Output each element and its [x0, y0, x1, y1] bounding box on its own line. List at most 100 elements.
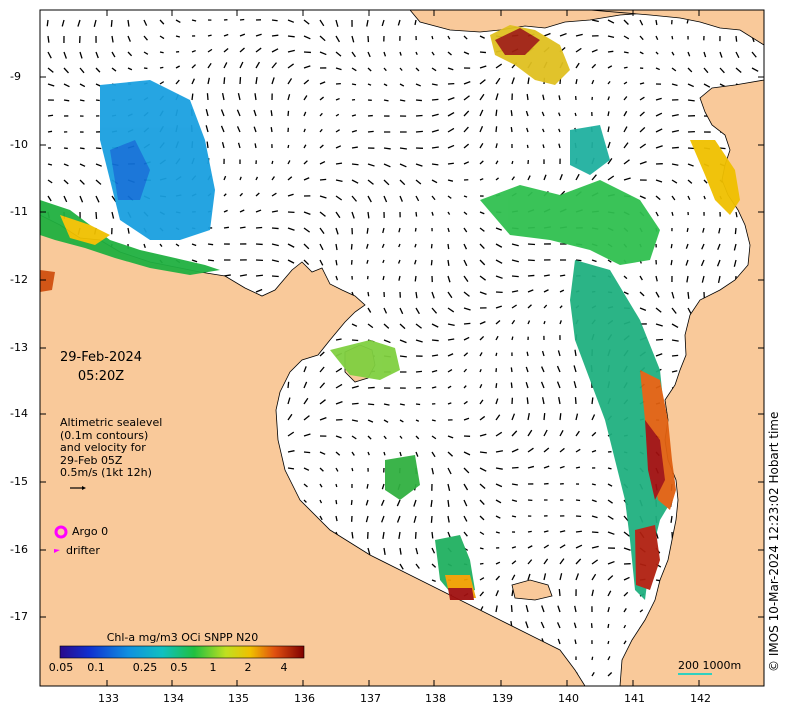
velocity-arrow: [223, 77, 226, 85]
drifter-label: drifter: [66, 544, 100, 557]
velocity-arrow: [383, 435, 387, 440]
velocity-arrow: [573, 381, 577, 389]
velocity-arrow: [510, 382, 513, 389]
velocity-arrow: [351, 35, 355, 43]
velocity-arrow: [495, 398, 499, 405]
velocity-arrow: [463, 307, 471, 311]
velocity-arrow: [287, 450, 295, 453]
velocity-arrow: [430, 259, 433, 266]
velocity-arrow: [319, 160, 326, 165]
velocity-arrow: [655, 323, 663, 327]
velocity-arrow: [591, 19, 599, 23]
velocity-arrow: [591, 174, 597, 181]
velocity-arrow: [351, 179, 359, 184]
velocity-arrow: [733, 259, 737, 267]
velocity-arrow: [479, 142, 484, 149]
velocity-arrow: [479, 451, 487, 454]
velocity-arrow: [415, 130, 423, 133]
velocity-arrow: [351, 129, 358, 133]
velocity-arrow: [655, 291, 660, 298]
velocity-arrow: [591, 515, 598, 519]
velocity-arrow: [415, 163, 423, 167]
velocity-arrow: [511, 275, 519, 278]
velocity-arrow: [415, 339, 423, 343]
velocity-arrow: [543, 447, 550, 453]
velocity-arrow: [558, 397, 561, 405]
longitude-tick-label: 139: [492, 692, 513, 705]
velocity-arrow: [223, 193, 227, 197]
velocity-arrow: [541, 397, 545, 405]
velocity-arrow: [255, 192, 260, 197]
velocity-arrow: [367, 130, 374, 133]
velocity-arrow: [479, 515, 485, 521]
colorbar-tick: 0.05: [48, 661, 74, 674]
velocity-arrow: [287, 431, 295, 437]
velocity-arrow: [431, 291, 435, 299]
velocity-arrow: [447, 369, 453, 373]
velocity-arrow: [511, 466, 519, 469]
velocity-arrow: [671, 195, 676, 201]
velocity-arrow: [367, 386, 375, 389]
velocity-arrow: [397, 259, 401, 264]
velocity-arrow: [447, 402, 452, 405]
velocity-arrow: [623, 19, 629, 25]
velocity-arrow: [447, 111, 455, 117]
velocity-arrow: [223, 62, 228, 69]
velocity-arrow: [527, 243, 536, 246]
velocity-arrow: [111, 35, 114, 43]
velocity-arrow: [607, 65, 613, 69]
velocity-arrow: [591, 79, 595, 85]
velocity-arrow: [413, 515, 417, 523]
velocity-arrow: [303, 499, 307, 503]
velocity-arrow: [366, 227, 369, 234]
velocity-arrow: [366, 19, 369, 27]
velocity-arrow: [447, 51, 452, 56]
velocity-arrow: [735, 35, 738, 42]
velocity-arrow: [671, 179, 678, 184]
velocity-arrow: [703, 179, 708, 184]
land-mornington: [511, 579, 553, 601]
velocity-arrow: [639, 609, 644, 613]
velocity-arrow: [735, 67, 742, 73]
latitude-tick-label: -16: [10, 543, 28, 556]
velocity-arrow: [479, 399, 484, 405]
velocity-arrow: [575, 47, 582, 53]
velocity-arrow: [511, 304, 517, 309]
velocity-arrow: [479, 93, 485, 101]
velocity-arrow: [639, 307, 647, 311]
velocity-arrow: [719, 67, 725, 74]
velocity-arrow: [479, 211, 485, 215]
velocity-arrow: [526, 144, 529, 149]
velocity-arrow: [479, 51, 487, 54]
velocity-arrow: [303, 111, 307, 117]
velocity-arrow: [127, 227, 130, 234]
velocity-arrow: [431, 435, 437, 440]
velocity-arrow: [399, 195, 403, 202]
velocity-arrow: [303, 243, 310, 250]
longitude-tick-label: 137: [360, 692, 381, 705]
velocity-arrow: [540, 621, 545, 629]
velocity-arrow: [655, 211, 659, 217]
velocity-arrow: [575, 79, 578, 85]
velocity-arrow: [303, 95, 308, 101]
velocity-arrow: [397, 19, 401, 26]
velocity-arrow: [447, 353, 454, 357]
velocity-arrow: [303, 397, 309, 405]
velocity-arrow: [271, 210, 279, 213]
velocity-arrow: [527, 559, 533, 565]
velocity-arrow: [287, 243, 295, 248]
velocity-arrow: [685, 243, 689, 249]
colorbar: [59, 645, 305, 659]
velocity-arrow: [559, 413, 562, 421]
velocity-arrow: [431, 35, 434, 40]
velocity-arrow: [335, 195, 343, 201]
velocity-arrow: [686, 275, 689, 283]
velocity-arrow: [236, 109, 241, 117]
velocity-arrow: [271, 176, 275, 181]
velocity-arrow: [303, 19, 310, 25]
velocity-arrow: [319, 416, 327, 421]
velocity-arrow: [399, 307, 404, 315]
velocity-arrow: [623, 35, 630, 40]
drifter-marker: [54, 549, 60, 553]
velocity-arrow: [686, 19, 689, 24]
